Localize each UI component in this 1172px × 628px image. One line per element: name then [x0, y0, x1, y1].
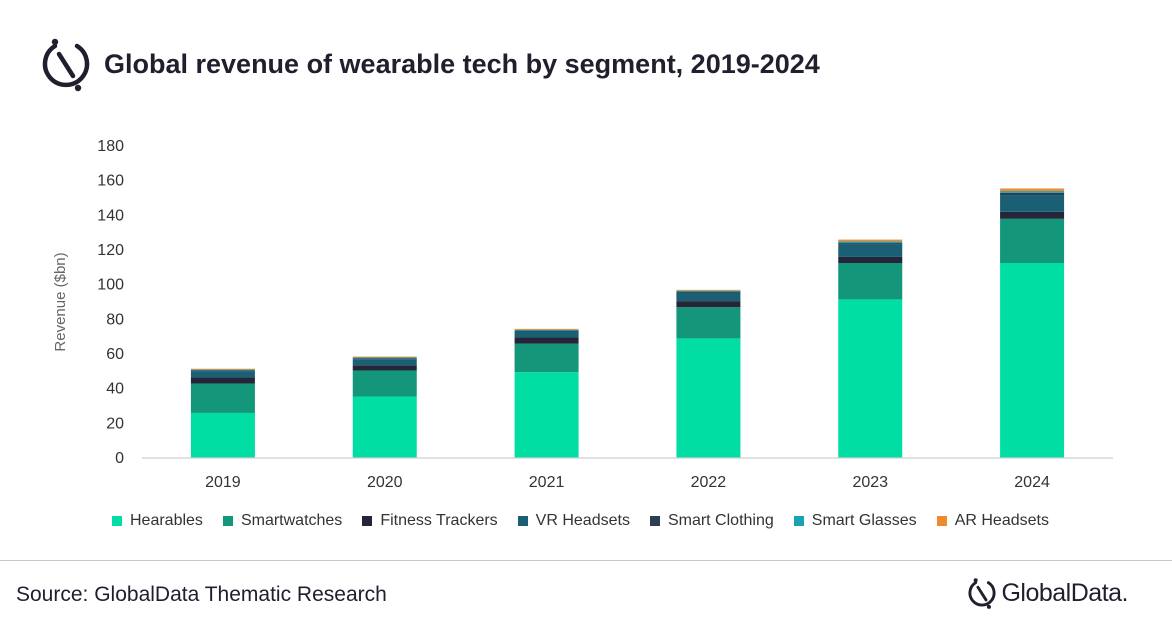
y-axis-label: Revenue ($bn): [52, 252, 69, 351]
bar-segment: [190, 371, 255, 378]
bar-segment: [838, 263, 903, 300]
bar-segment: [190, 370, 255, 372]
legend-label: AR Headsets: [954, 512, 1049, 529]
bar-segment: [676, 291, 741, 293]
legend-label: VR Headsets: [535, 512, 630, 529]
bar-segment: [190, 383, 255, 413]
legend-swatch: [112, 516, 122, 526]
bar-segment: [352, 356, 417, 358]
bar-segment: [190, 369, 255, 371]
legend-item: VR Headsets: [517, 512, 630, 530]
bar-segment: [352, 359, 417, 366]
bar-segment: [514, 372, 579, 458]
bar-segment: [352, 370, 417, 397]
plot-area: 0 20 40 60 80 100 120 140 160 180 Revenue ($bn) 201…: [52, 138, 1113, 491]
bar-segment: [514, 343, 579, 373]
bar-segment: [838, 239, 903, 242]
bar-segment: [190, 377, 255, 384]
legend-swatch: [222, 516, 233, 526]
legend-label: Hearables: [130, 512, 203, 529]
y-tick-label: 0: [115, 450, 124, 467]
x-tick-label: 2024: [1014, 474, 1050, 491]
bar-segment: [1000, 191, 1065, 193]
bar-segment: [1000, 192, 1065, 196]
legend-item: Smart Glasses: [793, 512, 917, 530]
stacked-bar-chart: 0 20 40 60 80 100 120 140 160 180 Revenue ($bn) 201…: [52, 138, 1113, 491]
bar-segment: [838, 256, 903, 263]
legend-label: Smart Glasses: [811, 512, 917, 529]
x-tick-label: 2023: [852, 474, 888, 491]
y-tick-label: 160: [97, 173, 124, 190]
bar-segment: [514, 330, 579, 332]
legend-swatch: [517, 516, 528, 526]
y-tick-label: 20: [106, 415, 124, 432]
legend-swatch: [362, 516, 373, 526]
x-tick-label: 2020: [367, 474, 403, 491]
bar-segment: [838, 299, 903, 458]
bar-segment: [352, 365, 417, 371]
legend-item: Smartwatches: [222, 512, 343, 530]
globaldata-logo-icon: [42, 38, 90, 92]
y-tick-label: 100: [97, 277, 124, 294]
bar-segment: [352, 358, 417, 360]
y-tick-label: 120: [97, 242, 124, 259]
legend-label: Smart Clothing: [667, 512, 774, 529]
y-tick-label: 40: [106, 381, 124, 398]
globaldata-brand-icon: [968, 578, 996, 609]
footer-divider: [0, 560, 1172, 561]
legend-label: Smartwatches: [240, 512, 343, 529]
bar-segment: [1000, 188, 1065, 192]
bar-segment: [352, 357, 417, 359]
bar-segment: [190, 368, 255, 370]
bar-segment: [514, 331, 579, 338]
y-tick-label: 180: [97, 138, 124, 155]
bar-segment: [190, 412, 255, 458]
legend-swatch: [793, 516, 804, 526]
bar-segment: [352, 396, 417, 458]
legend-swatch: [936, 516, 947, 526]
bar-segment: [676, 338, 741, 458]
bar-segment: [1000, 263, 1065, 458]
bar-segment: [676, 289, 741, 291]
header: Global revenue of wearable tech by segme…: [40, 32, 820, 96]
chart-title: Global revenue of wearable tech by segme…: [104, 48, 820, 79]
bar-segment: [676, 292, 741, 302]
chart-legend: Hearables Smartwatches Fitness Trackers VR …: [112, 512, 1069, 530]
legend-item: AR Headsets: [936, 512, 1049, 530]
legend-item: Hearables: [112, 512, 203, 530]
bar-segment: [838, 241, 903, 244]
bar-segment: [676, 290, 741, 292]
bar-segment: [1000, 195, 1065, 212]
bar-segment: [1000, 218, 1065, 263]
bar-segment: [514, 329, 579, 331]
x-tick-label: 2021: [529, 474, 565, 491]
legend-item: Fitness Trackers: [362, 512, 498, 530]
brand-logo: GlobalData.: [967, 574, 1128, 612]
source-note: Source: GlobalData Thematic Research: [16, 583, 387, 606]
y-tick-label: 140: [97, 207, 124, 224]
legend-swatch: [649, 516, 660, 526]
y-tick-label: 60: [106, 346, 124, 363]
x-tick-label: 2019: [205, 474, 241, 491]
bar-segment: [838, 243, 903, 245]
legend-item: Smart Clothing: [649, 512, 774, 530]
brand-name: GlobalData.: [1001, 578, 1128, 607]
y-tick-label: 80: [106, 311, 124, 328]
bar-segment: [514, 337, 579, 344]
bar-segment: [1000, 211, 1065, 219]
bar-segment: [838, 244, 903, 257]
bar-segment: [676, 301, 741, 308]
x-tick-label: 2022: [691, 474, 727, 491]
bar-segment: [514, 328, 579, 330]
bar-segment: [676, 307, 741, 339]
legend-label: Fitness Trackers: [380, 512, 498, 529]
